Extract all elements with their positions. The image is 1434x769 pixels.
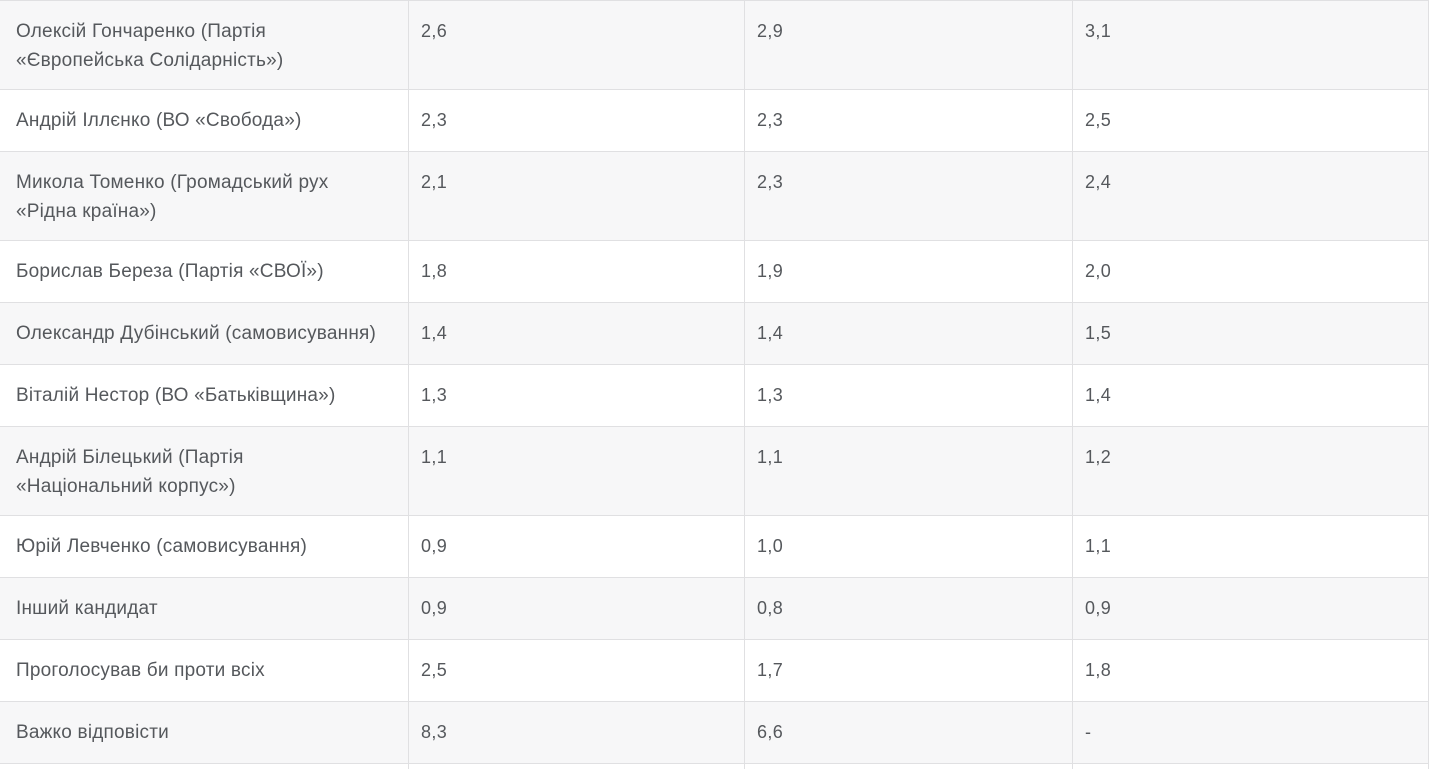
candidate-cell: Олександр Дубінський (самовисування) — [16, 323, 377, 344]
candidate-cell: Важко відповісти — [16, 722, 169, 743]
candidate-cell: Андрій Іллєнко (ВО «Свобода») — [16, 110, 302, 131]
table-row: Андрій Іллєнко (ВО «Свобода») 2,3 2,3 2,5 — [0, 89, 1429, 151]
value-cell: 1,5 — [1072, 303, 1429, 364]
table-row: Олександр Дубінський (самовисування) 1,4 1… — [0, 302, 1429, 364]
value-cell: - — [1072, 702, 1429, 763]
value-cell: 3,1 — [1072, 1, 1429, 89]
value-cell: 1,4 — [408, 303, 744, 364]
table-row: Андрій Білецький (Партія «Національний к… — [0, 426, 1429, 515]
value-cell: 2,1 — [408, 152, 744, 240]
value-cell: 2,3 — [744, 152, 1072, 240]
value-cell: 0,9 — [408, 578, 744, 639]
value-cell: 8,3 — [408, 702, 744, 763]
value-cell: 1,9 — [744, 241, 1072, 302]
value-cell: 1,1 — [744, 427, 1072, 515]
table-row: Проголосував би проти всіх 2,5 1,7 1,8 — [0, 639, 1429, 701]
value-cell: 1,4 — [1072, 365, 1429, 426]
value-cell: 0,9 — [1072, 578, 1429, 639]
value-cell: 2,5 — [1072, 90, 1429, 151]
value-cell: 2,9 — [744, 1, 1072, 89]
candidate-cell — [0, 764, 408, 769]
candidate-cell: Юрій Левченко (самовисування) — [16, 536, 308, 557]
value-cell: 6,6 — [744, 702, 1072, 763]
candidate-cell: Інший кандидат — [16, 598, 158, 619]
partial-next-row — [0, 763, 1429, 769]
table-row: Олексій Гончаренко (Партія «Європейська … — [0, 0, 1429, 89]
table-row: Юрій Левченко (самовисування) 0,9 1,0 1,1 — [0, 515, 1429, 577]
value-cell: 1,3 — [744, 365, 1072, 426]
value-cell: 0,8 — [744, 578, 1072, 639]
value-cell: 1,4 — [744, 303, 1072, 364]
value-cell — [408, 764, 744, 769]
candidate-cell: Андрій Білецький (Партія «Національний к… — [16, 447, 244, 497]
value-cell: 2,6 — [408, 1, 744, 89]
candidate-cell: Проголосував би проти всіх — [16, 660, 265, 681]
table-row: Інший кандидат 0,9 0,8 0,9 — [0, 577, 1429, 639]
table-row: Віталій Нестор (ВО «Батьківщина») 1,3 1,3 1… — [0, 364, 1429, 426]
value-cell: 1,7 — [744, 640, 1072, 701]
value-cell: 1,8 — [1072, 640, 1429, 701]
value-cell: 2,3 — [408, 90, 744, 151]
value-cell: 1,3 — [408, 365, 744, 426]
value-cell: 2,5 — [408, 640, 744, 701]
candidate-cell: Олексій Гончаренко (Партія «Європейська … — [16, 21, 284, 71]
value-cell: 1,1 — [408, 427, 744, 515]
table-row: Микола Томенко (Громадський рух «Рідна к… — [0, 151, 1429, 240]
candidate-cell: Віталій Нестор (ВО «Батьківщина») — [16, 385, 336, 406]
candidate-cell: Микола Томенко (Громадський рух «Рідна к… — [16, 172, 329, 222]
table-row: Борислав Береза (Партія «СВОЇ») 1,8 1,9 2,0 — [0, 240, 1429, 302]
candidate-cell: Борислав Береза (Партія «СВОЇ») — [16, 261, 324, 282]
value-cell: 2,4 — [1072, 152, 1429, 240]
value-cell: 1,0 — [744, 516, 1072, 577]
value-cell — [1072, 764, 1429, 769]
value-cell — [744, 764, 1072, 769]
value-cell: 0,9 — [408, 516, 744, 577]
value-cell: 2,3 — [744, 90, 1072, 151]
value-cell: 2,0 — [1072, 241, 1429, 302]
value-cell: 1,2 — [1072, 427, 1429, 515]
value-cell: 1,8 — [408, 241, 744, 302]
table-row: Важко відповісти 8,3 6,6- — [0, 701, 1429, 763]
value-cell: 1,1 — [1072, 516, 1429, 577]
